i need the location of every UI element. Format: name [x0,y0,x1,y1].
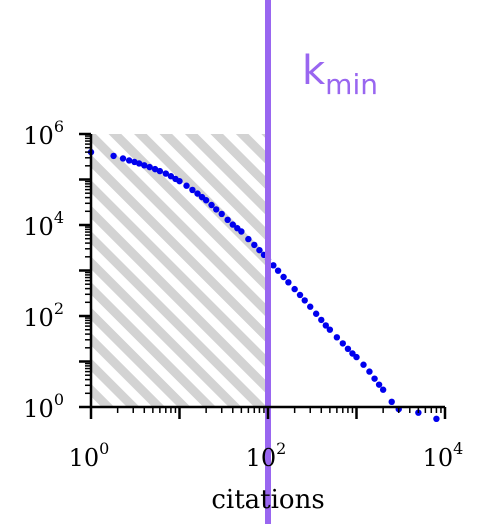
data-point [379,386,387,393]
data-point [388,398,395,406]
data-point [218,210,225,218]
data-point [110,152,117,160]
y-axis: 100 102 104 106 [23,117,93,423]
data-point [208,201,215,209]
data-point [213,206,220,213]
data-point [125,157,133,164]
kmin-label-sub: min [325,68,378,101]
data-point [301,297,308,304]
data-points [87,148,440,423]
data-point [146,163,153,171]
data-point [366,368,373,375]
data-point [135,160,143,167]
y-tick-label: 104 [23,208,64,241]
data-point [375,381,383,388]
data-point [285,279,292,286]
data-point [339,340,346,347]
y-tick-label: 100 [23,390,64,423]
data-point [238,228,245,235]
data-point [322,322,330,329]
data-point [371,375,378,382]
data-point [353,353,360,361]
data-point [176,177,183,185]
x-tick-label: 104 [423,439,464,472]
data-point [245,235,252,243]
data-point [156,167,164,175]
data-point [326,326,334,333]
data-point [256,246,263,254]
kmin-label-main: k [302,48,326,94]
data-point [119,155,127,162]
x-axis-title: citations [211,485,324,515]
data-point [280,273,287,281]
data-point [291,285,298,293]
y-tick-label: 106 [23,117,64,150]
data-point [202,197,210,204]
data-point [229,221,236,228]
data-point [194,190,201,197]
x-axis: 100 102 104 [69,405,464,472]
data-point [312,310,320,317]
data-point [162,170,169,177]
data-point [183,182,190,189]
data-point [274,267,282,274]
data-point [270,262,277,269]
data-point [318,316,325,324]
data-point [307,303,314,310]
below-kmin-shaded-region [91,134,268,407]
data-point [141,162,148,169]
data-point [189,186,196,194]
data-point [296,291,304,299]
x-tick-label: 102 [246,439,287,472]
data-point [344,345,352,353]
data-point [433,415,440,423]
kmin-label: kmin [302,48,378,101]
data-point [333,334,341,341]
x-tick-label: 100 [69,439,110,472]
data-point [224,216,231,224]
data-point [251,241,258,249]
data-point [360,361,367,368]
y-tick-label: 102 [23,299,64,332]
